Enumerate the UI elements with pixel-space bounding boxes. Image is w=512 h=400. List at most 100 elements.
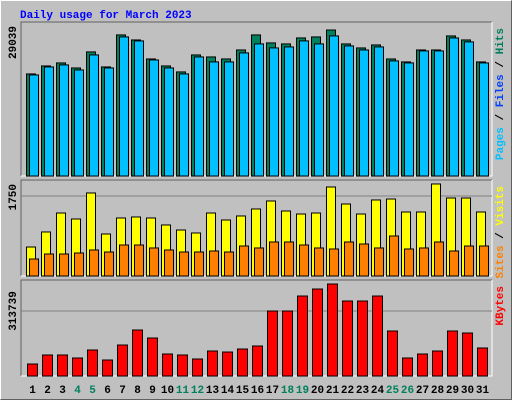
legend-space xyxy=(495,239,507,246)
bar xyxy=(432,350,443,377)
bar xyxy=(207,350,218,377)
bar xyxy=(44,66,54,177)
bar xyxy=(269,47,279,177)
bar xyxy=(477,347,488,377)
x-tick-label: 21 xyxy=(326,385,340,397)
x-tick-label: 23 xyxy=(356,385,370,397)
legend-separator: / xyxy=(495,61,507,68)
x-tick-label: 14 xyxy=(221,385,235,397)
x-tick-label: 20 xyxy=(311,385,324,397)
bar xyxy=(134,244,144,277)
bar xyxy=(42,354,53,377)
bar xyxy=(104,251,114,277)
legend-separator: / xyxy=(495,232,507,239)
x-tick-label: 6 xyxy=(104,385,111,397)
bar xyxy=(194,56,204,177)
bar xyxy=(102,359,113,377)
bar xyxy=(447,330,458,377)
bar xyxy=(299,40,309,177)
bar xyxy=(372,295,383,377)
y-tick-label: 1750 xyxy=(8,184,20,210)
x-tick-label: 29 xyxy=(446,385,459,397)
bar xyxy=(149,247,159,277)
bar xyxy=(284,46,294,177)
bar xyxy=(162,353,173,377)
bar xyxy=(314,43,324,177)
bar xyxy=(164,67,174,177)
bar xyxy=(119,244,129,277)
bar xyxy=(179,73,189,177)
bar xyxy=(222,351,233,377)
bar xyxy=(239,245,249,277)
x-tick-label: 4 xyxy=(74,385,81,397)
bar xyxy=(59,64,69,177)
bar xyxy=(434,50,444,177)
bar xyxy=(374,247,384,277)
x-tick-label: 12 xyxy=(191,385,204,397)
bar xyxy=(224,61,234,177)
bar xyxy=(224,251,234,277)
legend-separator: / xyxy=(495,113,507,120)
x-tick-label: 19 xyxy=(296,385,309,397)
bar xyxy=(449,37,459,177)
bar xyxy=(44,253,54,277)
x-tick-label: 17 xyxy=(266,385,279,397)
bar xyxy=(134,40,144,177)
x-tick-label: 10 xyxy=(161,385,174,397)
x-tick-label: 3 xyxy=(59,385,66,397)
x-tick-label: 7 xyxy=(119,385,126,397)
bar xyxy=(374,46,384,177)
bar xyxy=(29,74,39,177)
bar xyxy=(312,288,323,377)
x-tick-label: 8 xyxy=(134,385,141,397)
bar xyxy=(209,61,219,177)
x-tick-label: 2 xyxy=(44,385,51,397)
bar xyxy=(434,241,444,277)
bar xyxy=(314,247,324,277)
x-tick-label: 11 xyxy=(176,385,190,397)
legend-space xyxy=(495,68,507,75)
bar xyxy=(89,54,99,177)
legend-entry: Files xyxy=(495,74,507,107)
bar xyxy=(149,59,159,177)
bar xyxy=(147,337,158,377)
bar xyxy=(254,43,264,177)
bar xyxy=(119,36,129,177)
bar xyxy=(237,348,248,377)
x-tick-label: 13 xyxy=(206,385,220,397)
x-tick-label: 16 xyxy=(251,385,264,397)
bar xyxy=(179,251,189,277)
bar xyxy=(177,354,188,377)
legend-entry: Sites xyxy=(495,245,507,278)
x-tick-label: 18 xyxy=(281,385,295,397)
x-tick-label: 1 xyxy=(29,385,36,397)
bar xyxy=(342,300,353,377)
legend-entry: KBytes xyxy=(495,286,507,326)
x-tick-label: 27 xyxy=(416,385,429,397)
plot-border xyxy=(20,279,492,376)
bar xyxy=(344,45,354,177)
bar xyxy=(209,250,219,277)
plot-border xyxy=(20,179,492,276)
y-tick-label: 313739 xyxy=(8,291,20,331)
bar xyxy=(299,244,309,277)
bar xyxy=(117,344,128,377)
bar xyxy=(284,241,294,277)
bar xyxy=(29,258,39,277)
bar xyxy=(59,253,69,277)
bar xyxy=(87,349,98,377)
bar xyxy=(74,69,84,177)
bar xyxy=(267,310,278,377)
bar xyxy=(282,310,293,377)
bar xyxy=(27,363,38,377)
bar xyxy=(72,357,83,377)
x-tick-label: 24 xyxy=(371,385,385,397)
bar xyxy=(417,353,428,377)
legend-space xyxy=(495,107,507,114)
bar xyxy=(387,330,398,377)
bar xyxy=(57,354,68,377)
plot-border xyxy=(20,21,492,176)
bar xyxy=(297,295,308,377)
x-tick-label: 9 xyxy=(149,385,156,397)
